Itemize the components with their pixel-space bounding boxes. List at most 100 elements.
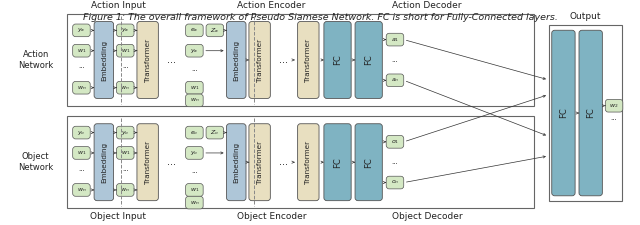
Text: $w_1$: $w_1$ [77,47,86,55]
Text: ...: ... [122,166,129,172]
Text: $w_1$: $w_1$ [189,186,199,194]
Text: $o_1$: $o_1$ [391,138,399,146]
FancyBboxPatch shape [386,176,404,189]
FancyBboxPatch shape [186,94,203,107]
Text: ...: ... [78,166,85,172]
Text: FC: FC [559,108,568,118]
Text: $w_1$: $w_1$ [77,149,86,157]
Text: $w_1$: $w_1$ [189,84,199,92]
FancyBboxPatch shape [605,99,623,112]
Text: Object Encoder: Object Encoder [237,212,306,221]
FancyBboxPatch shape [186,184,203,196]
FancyBboxPatch shape [116,44,134,57]
Text: Object
Network: Object Network [18,153,53,172]
Text: $y_a$: $y_a$ [190,47,198,55]
Text: Output: Output [570,13,601,22]
FancyBboxPatch shape [116,126,134,139]
FancyBboxPatch shape [386,33,404,46]
FancyBboxPatch shape [386,74,404,87]
Text: ...: ... [78,63,85,70]
Text: FC: FC [364,55,373,65]
Text: $w_n$: $w_n$ [189,199,199,207]
FancyBboxPatch shape [552,30,575,196]
Bar [549,25,622,201]
Text: Figure 1: The overall framework of Pseudo Siamese Network. FC is short for Fully: Figure 1: The overall framework of Pseud… [83,13,557,22]
FancyBboxPatch shape [324,124,351,201]
Text: $w_2$: $w_2$ [609,102,619,110]
Text: $y_a$: $y_a$ [77,26,86,34]
FancyBboxPatch shape [355,22,382,98]
Text: Transformer: Transformer [305,141,311,184]
Text: ...: ... [191,66,198,72]
FancyBboxPatch shape [116,24,134,37]
FancyBboxPatch shape [73,147,90,159]
Text: Transformer: Transformer [257,141,262,184]
FancyBboxPatch shape [249,124,270,201]
Text: Embedding: Embedding [233,142,239,183]
Text: Object Input: Object Input [90,212,146,221]
Text: Transformer: Transformer [145,38,150,81]
FancyBboxPatch shape [116,81,134,94]
Text: Transformer: Transformer [145,141,150,184]
Text: ...: ... [122,63,129,70]
FancyBboxPatch shape [186,24,203,37]
FancyBboxPatch shape [73,44,90,57]
Text: $y_o$: $y_o$ [190,149,198,157]
FancyBboxPatch shape [186,147,203,159]
FancyBboxPatch shape [94,22,113,98]
Text: $Z_a$: $Z_a$ [211,26,220,35]
FancyBboxPatch shape [227,124,246,201]
Text: Action Input: Action Input [90,1,145,10]
Text: ...: ... [191,169,198,174]
FancyBboxPatch shape [137,124,158,201]
Text: $e_o$: $e_o$ [190,129,198,137]
FancyBboxPatch shape [355,124,382,201]
Text: Embedding: Embedding [101,142,107,183]
FancyBboxPatch shape [73,81,90,94]
FancyBboxPatch shape [206,24,223,37]
FancyBboxPatch shape [206,126,223,139]
FancyBboxPatch shape [73,24,90,37]
Text: $Z_o$: $Z_o$ [211,128,220,137]
Text: $e_a$: $e_a$ [190,26,198,34]
Text: Transformer: Transformer [257,38,262,81]
Text: FC: FC [364,157,373,168]
Text: ...: ... [168,55,177,65]
Text: Object Decoder: Object Decoder [392,212,463,221]
Text: $o_n$: $o_n$ [391,179,399,187]
FancyBboxPatch shape [186,81,203,94]
FancyBboxPatch shape [186,126,203,139]
FancyBboxPatch shape [186,196,203,209]
FancyBboxPatch shape [298,124,319,201]
Text: $y_o$: $y_o$ [77,129,86,137]
FancyBboxPatch shape [324,22,351,98]
FancyBboxPatch shape [94,124,113,201]
FancyBboxPatch shape [186,44,203,57]
Text: $w_n$: $w_n$ [189,97,199,104]
Text: ...: ... [392,57,398,63]
Text: $w_n$: $w_n$ [77,186,86,194]
FancyBboxPatch shape [116,147,134,159]
FancyBboxPatch shape [298,22,319,98]
Text: $a_1$: $a_1$ [391,36,399,44]
Text: Action Decoder: Action Decoder [392,1,462,10]
Text: $y_a$: $y_a$ [121,26,129,34]
Text: ...: ... [611,115,618,121]
FancyBboxPatch shape [386,135,404,148]
Text: Action Encoder: Action Encoder [237,1,305,10]
Bar [67,14,534,106]
Text: $w_1$: $w_1$ [120,149,130,157]
Text: FC: FC [333,55,342,65]
Text: ...: ... [168,157,177,167]
FancyBboxPatch shape [227,22,246,98]
Bar [67,116,534,208]
Text: Embedding: Embedding [101,39,107,81]
Text: Transformer: Transformer [305,38,311,81]
Text: FC: FC [333,157,342,168]
FancyBboxPatch shape [73,184,90,196]
FancyBboxPatch shape [73,126,90,139]
FancyBboxPatch shape [249,22,270,98]
FancyBboxPatch shape [579,30,602,196]
Text: FC: FC [586,108,595,118]
Text: Action
Network: Action Network [18,50,53,70]
